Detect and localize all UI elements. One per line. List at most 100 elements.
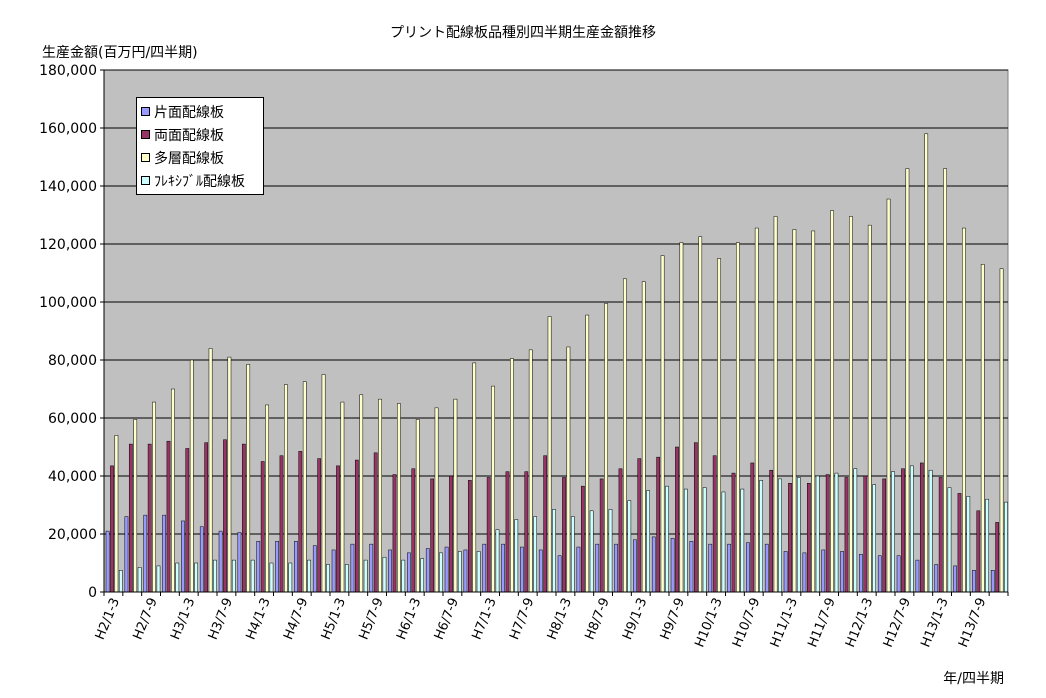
x-tick-label: H5/7-9: [357, 596, 387, 642]
bar-single-sided: [331, 549, 336, 593]
bar-double-sided: [223, 439, 227, 593]
bar-single-sided: [689, 541, 694, 593]
bar-single-sided: [746, 542, 750, 593]
bar-double-sided: [750, 462, 755, 593]
bar-flexible: [570, 516, 575, 593]
x-tick-label: H7/1-3: [470, 596, 500, 642]
legend-label-multilayer: 多層配線板: [154, 150, 224, 167]
bar-double-sided: [279, 455, 284, 593]
bar-single-sided: [576, 546, 581, 593]
bar-double-sided: [806, 483, 811, 593]
bar-multilayer: [698, 236, 703, 593]
bar-flexible: [928, 469, 933, 593]
bar-double-sided: [882, 478, 887, 593]
bar-single-sided: [538, 549, 543, 593]
bar-single-sided: [124, 516, 129, 593]
bar-multilayer: [284, 384, 288, 593]
bar-double-sided: [769, 469, 774, 593]
bar-multilayer: [171, 388, 175, 593]
bar-flexible: [853, 468, 858, 593]
bar-multilayer: [717, 258, 721, 593]
bar-single-sided: [237, 532, 242, 593]
bar-flexible: [213, 559, 217, 593]
x-tick-label: H9/1-3: [620, 596, 650, 642]
bar-single-sided: [407, 552, 411, 593]
bar-double-sided: [863, 475, 868, 593]
bar-single-sided: [877, 555, 882, 593]
bar-double-sided: [166, 440, 171, 593]
bar-flexible: [909, 465, 914, 593]
legend-swatch-double-sided: [141, 130, 150, 139]
gridlines: [104, 69, 1008, 535]
y-tick-label: 100,000: [39, 295, 97, 311]
y-axis-label: 生産金額(百万円/四半期): [42, 45, 198, 61]
y-tick-label: 40,000: [48, 469, 97, 485]
bar-multilayer: [566, 346, 571, 593]
bar-single-sided: [294, 541, 298, 593]
x-tick-label: H12/7-9: [881, 596, 914, 650]
bar-single-sided: [557, 555, 562, 593]
legend-item-multilayer: 多層配線板: [141, 146, 263, 169]
bar-multilayer: [133, 419, 138, 593]
bar-single-sided: [915, 559, 920, 593]
bar-flexible: [439, 552, 443, 593]
bar-double-sided: [731, 472, 736, 593]
x-tick-label: H6/1-3: [394, 596, 424, 642]
bar-flexible: [401, 559, 406, 593]
bar-single-sided: [275, 541, 279, 593]
bar-flexible: [420, 558, 424, 593]
bar-double-sided: [788, 483, 792, 593]
bar-double-sided: [204, 442, 209, 593]
bar-flexible: [250, 559, 255, 593]
x-tick-label: H4/7-9: [281, 596, 311, 642]
x-tick-label: H2/7-9: [131, 596, 161, 642]
bar-multilayer: [246, 364, 251, 593]
bar-flexible: [778, 478, 782, 593]
bar-double-sided: [712, 455, 717, 593]
bar-flexible: [891, 471, 895, 593]
y-tick-label: 20,000: [48, 527, 97, 543]
legend: 片面配線板 両面配線板 多層配線板 ﾌﾚｷｼﾌﾞﾙ配線板: [136, 97, 264, 195]
bar-single-sided: [972, 570, 976, 593]
bar-multilayer: [886, 198, 891, 593]
bar-multilayer: [547, 316, 552, 593]
bar-flexible: [815, 475, 820, 593]
bar-multilayer: [792, 229, 797, 593]
bar-multilayer: [340, 401, 345, 593]
bar-flexible: [966, 496, 971, 593]
bar-flexible: [344, 564, 349, 593]
y-tick-label: 160,000: [39, 121, 97, 137]
x-axis-ticks: H2/1-3 H2/7-9 H3/1-3 H3/7-9 H4/1-3 H4/7-9 H5/1…: [93, 592, 1009, 650]
bar-single-sided: [633, 539, 637, 593]
bar-double-sided: [599, 478, 604, 593]
legend-item-single-sided: 片面配線板: [141, 100, 263, 123]
bar-double-sided: [844, 477, 849, 593]
bar-single-sided: [859, 554, 863, 593]
bar-double-sided: [976, 510, 981, 593]
x-tick-label: H11/7-9: [805, 596, 838, 650]
bar-single-sided: [520, 546, 524, 593]
bar-single-sided: [708, 543, 713, 593]
bar-double-sided: [938, 477, 943, 593]
bar-flexible: [288, 562, 293, 593]
bar-multilayer: [924, 133, 929, 593]
bar-flexible: [326, 564, 330, 593]
bar-double-sided: [675, 446, 679, 593]
y-tick-label: 180,000: [39, 63, 97, 79]
bar-double-sided: [637, 458, 642, 593]
bar-double-sided: [618, 468, 623, 593]
bar-single-sided: [840, 551, 844, 593]
bar-multilayer: [453, 398, 458, 593]
bar-double-sided: [411, 468, 416, 593]
y-tick-label: 120,000: [39, 237, 97, 253]
bar-multilayer: [227, 356, 232, 593]
bar-single-sided: [143, 514, 148, 593]
bar-flexible: [514, 519, 519, 593]
bar-flexible: [759, 480, 763, 593]
bar-flexible: [363, 559, 368, 593]
bar-flexible: [683, 488, 688, 593]
y-tick-label: 80,000: [48, 353, 97, 369]
y-axis-ticks: 0 20,000 40,000 60,000 80,000 100,000 120,000 1…: [39, 63, 104, 601]
bar-multilayer: [434, 407, 439, 593]
bar-multilayer: [999, 268, 1004, 593]
